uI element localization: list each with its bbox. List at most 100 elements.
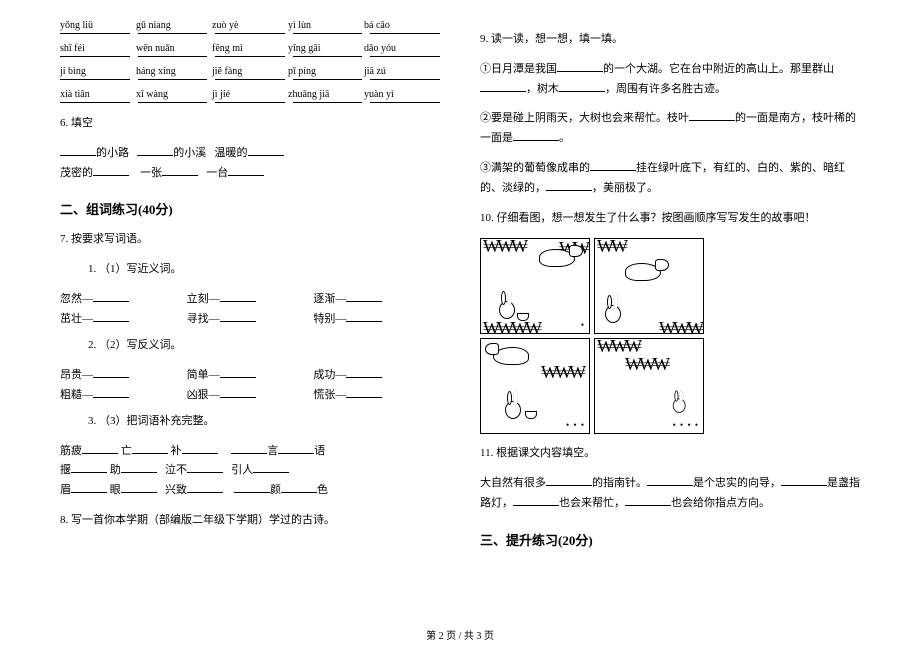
- q7-sub3: 3. （3）把词语补充完整。: [60, 412, 440, 432]
- text: 的小溪: [173, 147, 206, 159]
- text: 也会给你指点方向。: [671, 497, 770, 509]
- q11-body: 大自然有很多的指南针。是个忠实的向导，是盏指路灯，也会来帮忙，也会给你指点方向。: [480, 474, 860, 514]
- ant-row: 昂贵— 简单— 成功—: [60, 366, 440, 382]
- pinyin-row: jí bìng háng xíng jiě fàng pī píng jiā z…: [60, 66, 440, 77]
- story-panel-4: ₩₩₩ ₩₩₩ • • • •: [594, 338, 704, 434]
- text: 也会来帮忙，: [559, 497, 625, 509]
- rabbit-icon: [501, 393, 527, 423]
- text: 的小路: [96, 147, 129, 159]
- story-image-grid: ₩₩₩ ₩₩ ₩₩₩₩ • ₩₩ ₩₩₩ • • ₩₩₩ • • •: [480, 238, 860, 434]
- text: 言: [267, 445, 278, 457]
- text: 兴致: [165, 484, 187, 496]
- panel-number-dots: • • • •: [673, 420, 699, 430]
- story-panel-2: ₩₩ ₩₩₩ • •: [594, 238, 704, 334]
- grass-icon: ₩₩₩: [541, 367, 583, 377]
- grass-icon: ₩₩₩: [625, 359, 667, 369]
- story-panel-3: ₩₩₩ • • •: [480, 338, 590, 434]
- text: ③满架的葡萄像成串的: [480, 162, 590, 174]
- pinyin-cell: yuàn yì: [364, 89, 440, 100]
- pinyin-cell: shī féi: [60, 43, 136, 54]
- text: 慌张—: [313, 389, 346, 401]
- q10-title: 10. 仔细看图，想一想发生了什么事？按图画顺序写写发生的故事吧！: [480, 209, 860, 229]
- text: ，周围有许多名胜古迹。: [605, 83, 726, 95]
- text: 成功—: [313, 369, 346, 381]
- panel-number-dots: • •: [687, 320, 699, 330]
- grass-icon: ₩₩: [597, 241, 625, 251]
- q9-p3: ③满架的葡萄像成串的挂在绿叶底下，有红的、白的、紫的、暗红的、淡绿的，，美丽极了…: [480, 159, 860, 199]
- grass-icon: ₩₩₩: [597, 341, 639, 351]
- ant-row: 粗糙— 凶狠— 慌张—: [60, 386, 440, 402]
- panel-number-dots: •: [581, 320, 585, 330]
- pinyin-row: xià tiān xī wàng jì jié zhuāng jiā yuàn …: [60, 89, 440, 100]
- text: 忽然—: [60, 293, 93, 305]
- text: 色: [317, 484, 328, 496]
- syn-row: 忽然— 立刻— 逐渐—: [60, 290, 440, 306]
- grass-icon: ₩₩₩: [483, 241, 525, 251]
- pinyin-cell: yīng gāi: [288, 43, 364, 54]
- text: 立刻—: [187, 293, 220, 305]
- text: 大自然有很多: [480, 477, 546, 489]
- text: 眉: [60, 484, 71, 496]
- pinyin-cell: yǒng liǔ: [60, 20, 136, 31]
- text: 助: [110, 464, 121, 476]
- text: 。: [559, 132, 570, 144]
- text: ，树木: [526, 83, 559, 95]
- text: 茂密的: [60, 167, 93, 179]
- basket-icon: [525, 411, 537, 419]
- pinyin-cell: jí bìng: [60, 66, 136, 77]
- text: 揠: [60, 464, 71, 476]
- pinyin-cell: zuò yè: [212, 20, 288, 31]
- pinyin-row: yǒng liǔ gū niang zuò yè yì lùn bá cǎo: [60, 20, 440, 31]
- q6-line1: 的小路 的小溪 温暖的 茂密的 一张 一台: [60, 144, 440, 184]
- q7-title: 7. 按要求写词语。: [60, 230, 440, 250]
- text: 凶狠—: [187, 389, 220, 401]
- rabbit-icon: [601, 297, 627, 327]
- blank-row: [60, 33, 440, 35]
- pinyin-cell: dǎo yóu: [364, 43, 440, 54]
- text: ②要是碰上阴雨天，大树也会来帮忙。枝叶: [480, 112, 689, 124]
- text: 粗糙—: [60, 389, 93, 401]
- text: 的一个大湖。它在台中附近的高山上。那里群山: [603, 63, 834, 75]
- section2-title: 二、组词练习(40分): [60, 199, 440, 218]
- wolf-icon: [539, 245, 583, 271]
- right-column: 9. 读一读，想一想，填一填。 ①日月潭是我国的一个大湖。它在台中附近的高山上。…: [480, 20, 860, 561]
- q9-p1: ①日月潭是我国的一个大湖。它在台中附近的高山上。那里群山，树木，周围有许多名胜古…: [480, 60, 860, 100]
- pinyin-cell: zhuāng jiā: [288, 89, 364, 100]
- pinyin-cell: xī wàng: [136, 89, 212, 100]
- story-panel-1: ₩₩₩ ₩₩ ₩₩₩₩ •: [480, 238, 590, 334]
- q9-title: 9. 读一读，想一想，填一填。: [480, 30, 860, 50]
- pinyin-cell: háng xíng: [136, 66, 212, 77]
- q9-p2: ②要是碰上阴雨天，大树也会来帮忙。枝叶的一面是南方，枝叶稀的一面是。: [480, 109, 860, 149]
- text: 筋疲: [60, 445, 82, 457]
- pinyin-cell: wēn nuǎn: [136, 43, 212, 54]
- text: 茁壮—: [60, 313, 93, 325]
- syn-row: 茁壮— 寻找— 特别—: [60, 310, 440, 326]
- page-footer: 第 2 页 / 共 3 页: [0, 627, 920, 642]
- text: 特别—: [313, 313, 346, 325]
- pinyin-cell: xià tiān: [60, 89, 136, 100]
- text: 颜: [270, 484, 281, 496]
- section3-title: 三、提升练习(20分): [480, 530, 860, 549]
- text: 亡: [121, 445, 132, 457]
- text: 简单—: [187, 369, 220, 381]
- text: 一张: [140, 167, 162, 179]
- pinyin-cell: bá cǎo: [364, 20, 440, 31]
- left-column: yǒng liǔ gū niang zuò yè yì lùn bá cǎo s…: [60, 20, 440, 561]
- text: 眼: [110, 484, 121, 496]
- text: ，美丽极了。: [592, 182, 658, 194]
- q11-title: 11. 根据课文内容填空。: [480, 444, 860, 464]
- text: 的指南针。: [592, 477, 647, 489]
- wolf-icon: [625, 259, 669, 285]
- q6-title: 6. 填空: [60, 114, 440, 134]
- pinyin-cell: yì lùn: [288, 20, 364, 31]
- pinyin-cell: jiā zú: [364, 66, 440, 77]
- text: 温暖的: [215, 147, 248, 159]
- text: 昂贵—: [60, 369, 93, 381]
- q7-sub1: 1. （1）写近义词。: [60, 260, 440, 280]
- pinyin-cell: fēng mì: [212, 43, 288, 54]
- wolf-icon: [485, 343, 529, 369]
- text: 逐渐—: [313, 293, 346, 305]
- text: 一台: [206, 167, 228, 179]
- rabbit-icon: [670, 392, 691, 416]
- grass-icon: ₩₩₩₩: [483, 323, 539, 333]
